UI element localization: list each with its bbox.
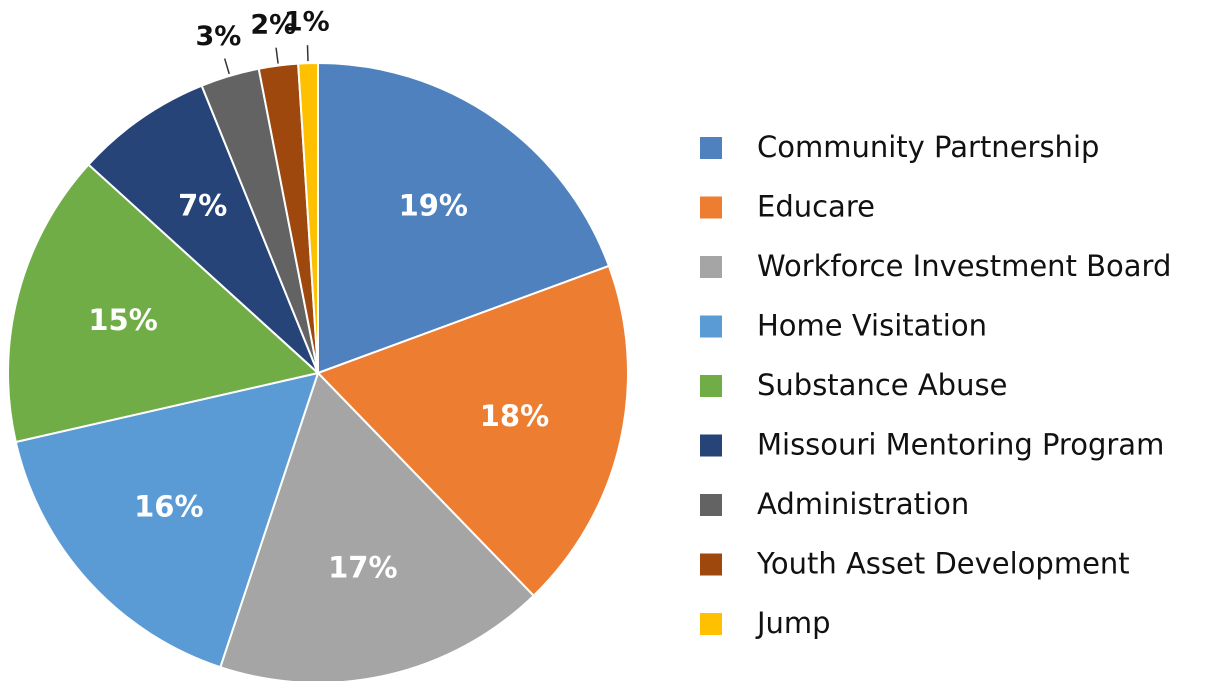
legend-swatch: [700, 613, 722, 635]
pie-slice: [87, 84, 319, 374]
legend-swatch: [700, 315, 722, 338]
leader-line: [223, 58, 230, 75]
legend-swatch: [700, 256, 722, 278]
slice-label: 17%: [328, 550, 397, 584]
slice-label: 2%: [250, 9, 296, 40]
legend-label: Missouri Mentoring Program: [757, 428, 1164, 462]
legend-swatch: [700, 434, 722, 457]
legend-label: Jump: [755, 606, 831, 640]
legend-label: Administration: [757, 487, 969, 521]
slice-label: 15%: [88, 303, 157, 337]
slice-label: 16%: [134, 489, 203, 523]
legend-swatch: [700, 494, 722, 516]
legend-label: Youth Asset Development: [756, 547, 1130, 581]
legend-label: Substance Abuse: [757, 368, 1007, 402]
legend-swatch: [700, 137, 722, 159]
pie-slice: [317, 61, 611, 375]
pie-slice: [7, 163, 321, 444]
pie-slice: [316, 264, 629, 598]
legend-label: Home Visitation: [757, 309, 987, 343]
pie-slice: [297, 61, 319, 374]
leader-line: [275, 47, 279, 64]
legend-swatch: [700, 553, 722, 576]
legend-label: Workforce Investment Board: [757, 249, 1171, 283]
slice-label: 19%: [399, 189, 468, 223]
slice-label: 1%: [284, 7, 330, 38]
pie-slice: [219, 371, 536, 681]
legend-label: Educare: [757, 190, 875, 224]
pie-slice: [14, 371, 320, 669]
slice-label: 18%: [480, 399, 549, 433]
legend-swatch: [700, 196, 722, 219]
slice-label: 7%: [178, 189, 227, 223]
legend-label: Community Partnership: [757, 130, 1099, 164]
slice-label: 3%: [195, 21, 241, 52]
leader-line: [306, 45, 309, 62]
legend-swatch: [700, 375, 722, 397]
